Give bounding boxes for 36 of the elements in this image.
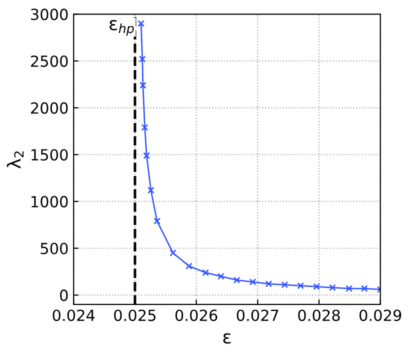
y-tick-label: 3000 bbox=[31, 8, 68, 20]
point bbox=[329, 284, 336, 292]
point bbox=[143, 152, 150, 160]
point bbox=[233, 276, 240, 284]
y-tick-label: 1000 bbox=[32, 196, 68, 208]
y-tick-label: 2500 bbox=[30, 55, 68, 67]
point bbox=[138, 20, 145, 27]
point bbox=[141, 124, 148, 131]
point bbox=[139, 82, 146, 89]
point bbox=[297, 282, 304, 290]
point bbox=[154, 218, 161, 225]
point bbox=[147, 186, 154, 194]
point bbox=[217, 272, 224, 280]
point bbox=[360, 285, 368, 292]
x-axis-title: ε bbox=[223, 333, 231, 344]
point bbox=[202, 269, 209, 276]
point bbox=[265, 280, 272, 288]
y-tick-label: 1500 bbox=[32, 149, 68, 161]
ref-line-label: ε$_{hp}$ bbox=[110, 20, 134, 36]
y-tick-label: 500 bbox=[40, 242, 68, 254]
point bbox=[313, 283, 320, 290]
point bbox=[346, 285, 353, 292]
point bbox=[138, 56, 146, 63]
y-axis-title: λ$_{2}$ bbox=[6, 151, 24, 169]
x-tick-label: 0.024 bbox=[52, 310, 95, 322]
y-tick-label: 2000 bbox=[30, 102, 68, 114]
x-tick-label: 0.029 bbox=[360, 310, 402, 322]
x-tick-label: 0.027 bbox=[236, 310, 278, 322]
x-tick-label: 0.026 bbox=[175, 310, 218, 322]
x-tick-label: 0.028 bbox=[298, 310, 340, 322]
point bbox=[249, 278, 256, 286]
point bbox=[185, 262, 192, 270]
point bbox=[281, 281, 288, 288]
y-tick-label: 0 bbox=[60, 290, 68, 302]
x-tick-label: 0.025 bbox=[114, 310, 156, 322]
point bbox=[170, 249, 176, 256]
